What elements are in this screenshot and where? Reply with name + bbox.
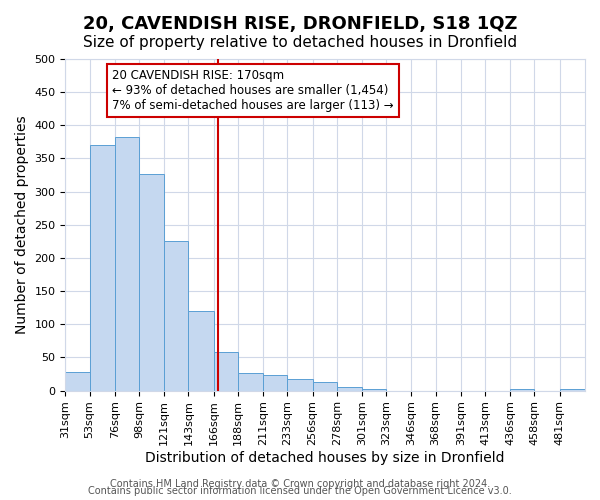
Bar	[65, 372, 89, 390]
X-axis label: Distribution of detached houses by size in Dronfield: Distribution of detached houses by size …	[145, 451, 505, 465]
Text: Contains public sector information licensed under the Open Government Licence v3: Contains public sector information licen…	[88, 486, 512, 496]
Bar	[115, 136, 139, 390]
Bar	[139, 174, 164, 390]
Bar	[214, 352, 238, 391]
Text: 20, CAVENDISH RISE, DRONFIELD, S18 1QZ: 20, CAVENDISH RISE, DRONFIELD, S18 1QZ	[83, 15, 517, 33]
Bar	[313, 382, 337, 390]
Y-axis label: Number of detached properties: Number of detached properties	[15, 116, 29, 334]
Bar	[238, 372, 263, 390]
Bar	[164, 242, 188, 390]
Bar	[287, 378, 313, 390]
Text: 20 CAVENDISH RISE: 170sqm
← 93% of detached houses are smaller (1,454)
7% of sem: 20 CAVENDISH RISE: 170sqm ← 93% of detac…	[112, 69, 394, 112]
Bar	[263, 376, 287, 390]
Text: Size of property relative to detached houses in Dronfield: Size of property relative to detached ho…	[83, 35, 517, 50]
Bar	[188, 311, 214, 390]
Bar	[89, 145, 115, 390]
Bar	[362, 388, 386, 390]
Text: Contains HM Land Registry data © Crown copyright and database right 2024.: Contains HM Land Registry data © Crown c…	[110, 479, 490, 489]
Bar	[337, 388, 362, 390]
